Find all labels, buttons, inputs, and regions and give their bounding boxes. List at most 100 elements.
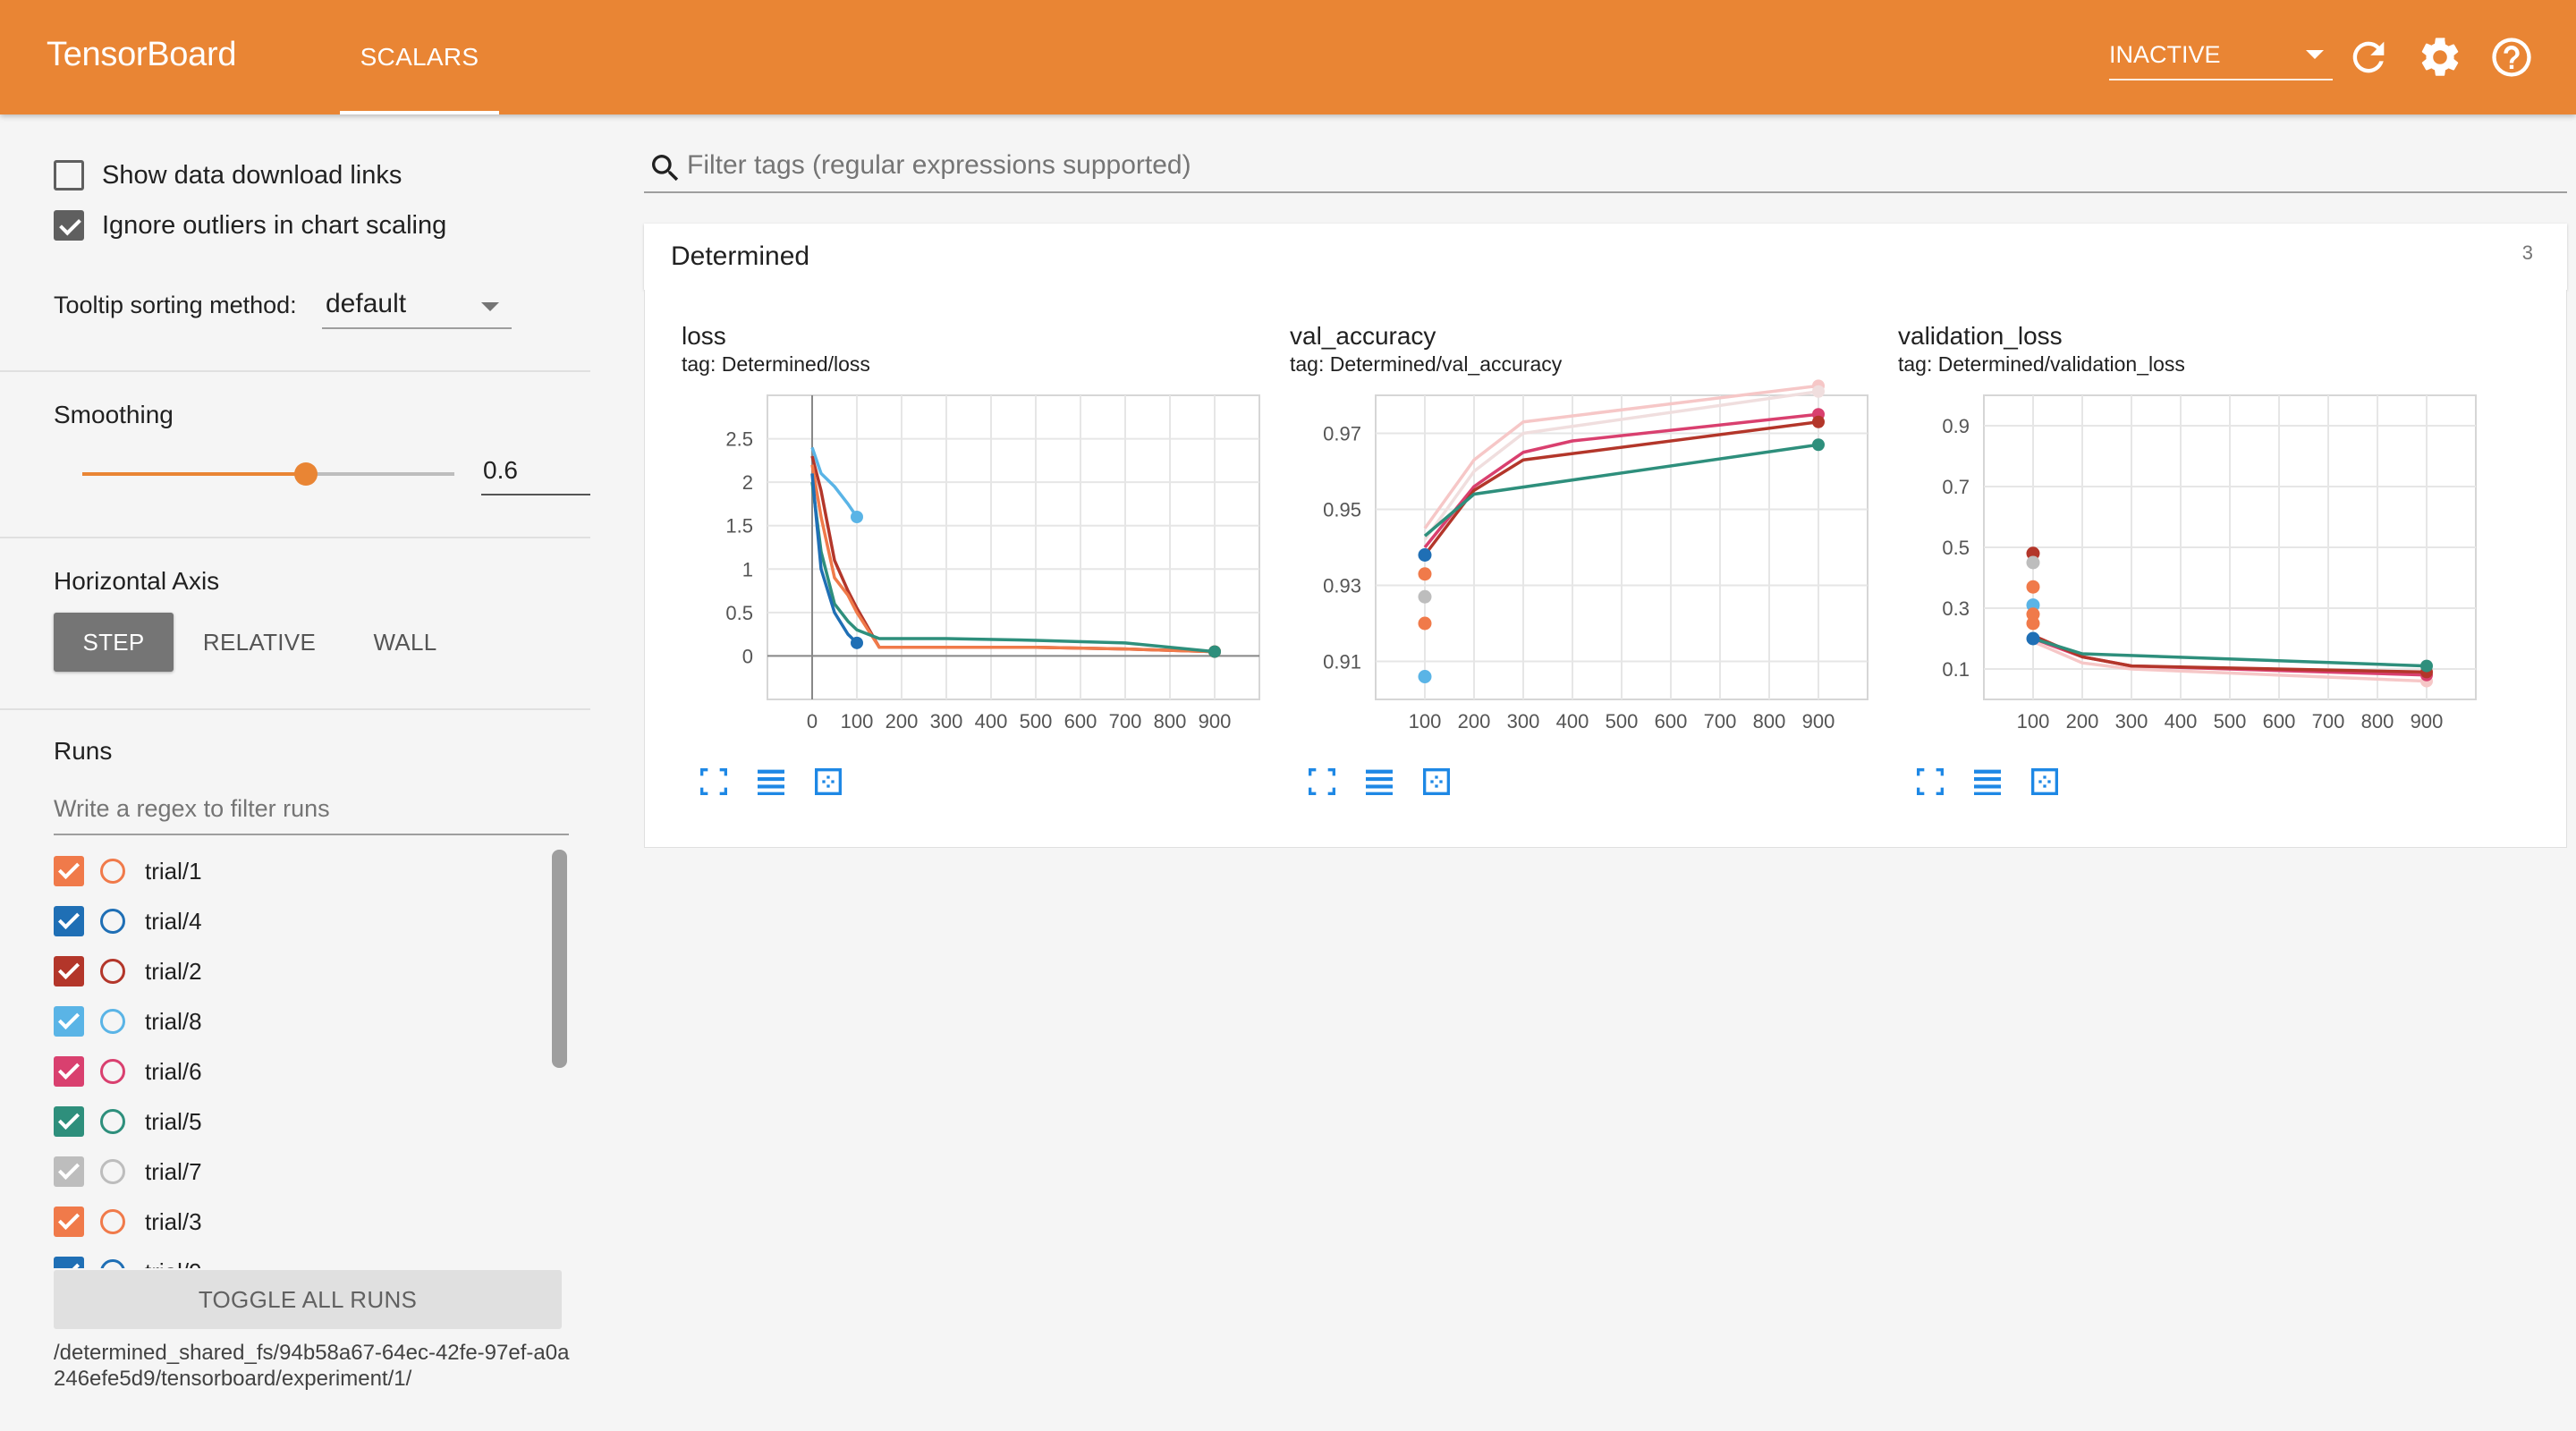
run-checkbox[interactable] bbox=[54, 1207, 84, 1237]
expand-chart-icon[interactable] bbox=[1419, 764, 1454, 800]
run-label: trial/3 bbox=[145, 1207, 202, 1235]
chart-tag: tag: Determined/validation_loss bbox=[1898, 352, 2185, 376]
run-color-radio[interactable] bbox=[100, 1209, 125, 1234]
run-item[interactable]: trial/1 bbox=[54, 846, 202, 896]
loss-chart[interactable]: 0 0.5 1 1.5 2 2.5 0 100 200 300 400 500 600 700 800 900 bbox=[653, 376, 1261, 751]
refresh-icon[interactable] bbox=[2345, 34, 2392, 80]
search-icon bbox=[652, 155, 679, 182]
validation-loss-chart[interactable]: 0.1 0.3 0.5 0.7 0.9 100 200 300 400 500 600 700 800 9… bbox=[1869, 376, 2478, 751]
run-label: trial/6 bbox=[145, 1057, 202, 1085]
expand-chart-icon[interactable] bbox=[810, 764, 846, 800]
runs-filter-input[interactable]: Write a regex to filter runs bbox=[54, 791, 569, 835]
fit-domain-icon[interactable] bbox=[696, 764, 732, 800]
axis-relative-button[interactable]: RELATIVE bbox=[202, 629, 317, 656]
run-checkbox[interactable] bbox=[54, 1257, 84, 1268]
tag-filter[interactable]: Filter tags (regular expressions support… bbox=[644, 145, 2567, 193]
y-tick-label: 2 bbox=[742, 471, 753, 494]
chart-card-validation-loss: validation_loss tag: Determined/validati… bbox=[1869, 322, 2478, 805]
x-tick-label: 0 bbox=[807, 710, 818, 732]
toggle-log-scale-icon-glyph bbox=[1366, 769, 1393, 795]
ignore-outliers-label: Ignore outliers in chart scaling bbox=[102, 210, 447, 240]
run-label: trial/4 bbox=[145, 907, 202, 935]
run-color-radio[interactable] bbox=[100, 909, 125, 934]
run-color-radio[interactable] bbox=[100, 1159, 125, 1184]
x-tick-label: 800 bbox=[1154, 710, 1187, 732]
run-checkbox[interactable] bbox=[54, 1006, 84, 1037]
chevron-down-icon bbox=[2306, 50, 2324, 59]
run-checkbox[interactable] bbox=[54, 906, 84, 936]
help-icon[interactable] bbox=[2488, 34, 2535, 80]
axis-wall-button[interactable]: WALL bbox=[373, 629, 437, 656]
plot-frame bbox=[767, 394, 1260, 700]
run-checkbox[interactable] bbox=[54, 1156, 84, 1187]
run-color-radio[interactable] bbox=[100, 1009, 125, 1034]
tag-group-count: 3 bbox=[2521, 241, 2533, 264]
expand-chart-icon[interactable] bbox=[2027, 764, 2063, 800]
run-item[interactable]: trial/8 bbox=[54, 996, 202, 1046]
run-item[interactable]: trial/5 bbox=[54, 1097, 202, 1147]
inactive-dashboards-select[interactable]: INACTIVE bbox=[2109, 36, 2333, 80]
run-label: trial/7 bbox=[145, 1157, 202, 1185]
y-tick-label: 0.91 bbox=[1323, 651, 1361, 673]
x-tick-label: 800 bbox=[1753, 710, 1786, 732]
series-endpoint bbox=[2420, 659, 2433, 673]
runs-list-scrollbar[interactable] bbox=[552, 850, 567, 1068]
y-tick-label: 1.5 bbox=[725, 515, 753, 538]
run-color-radio[interactable] bbox=[100, 1109, 125, 1134]
run-checkbox[interactable] bbox=[54, 856, 84, 886]
run-item[interactable]: trial/4 bbox=[54, 896, 202, 946]
x-tick-label: 200 bbox=[2066, 710, 2099, 732]
run-item[interactable]: trial/2 bbox=[54, 946, 202, 996]
divider bbox=[0, 370, 590, 372]
smoothing-title: Smoothing bbox=[54, 401, 174, 428]
smoothing-value-input[interactable]: 0.6 bbox=[481, 453, 590, 495]
run-item[interactable]: trial/6 bbox=[54, 1046, 202, 1097]
run-item[interactable]: trial/3 bbox=[54, 1197, 202, 1247]
smoothing-slider[interactable] bbox=[82, 462, 454, 486]
run-item[interactable]: trial/7 bbox=[54, 1147, 202, 1197]
show-download-links-checkbox[interactable]: Show data download links bbox=[54, 157, 402, 193]
tab-scalars[interactable]: SCALARS bbox=[340, 0, 499, 114]
y-tick-label: 1 bbox=[742, 558, 753, 580]
toggle-log-scale-icon[interactable] bbox=[753, 764, 789, 800]
fit-domain-icon[interactable] bbox=[1304, 764, 1340, 800]
x-tick-label: 900 bbox=[1802, 710, 1835, 732]
x-tick-label: 600 bbox=[1655, 710, 1688, 732]
smoothing-slider-thumb[interactable] bbox=[293, 462, 318, 486]
horizontal-axis-title: Horizontal Axis bbox=[54, 567, 220, 595]
toggle-log-scale-icon[interactable] bbox=[1970, 764, 2005, 800]
run-color-radio[interactable] bbox=[100, 1059, 125, 1084]
app-header: TensorBoard SCALARS INACTIVE bbox=[0, 0, 2576, 114]
x-tick-label: 400 bbox=[1556, 710, 1589, 732]
x-tick-label: 900 bbox=[1199, 710, 1232, 732]
run-item[interactable]: trial/9 bbox=[54, 1247, 202, 1268]
x-tick-label: 300 bbox=[1507, 710, 1540, 732]
inactive-select-value: INACTIVE bbox=[2109, 41, 2221, 68]
run-color-radio[interactable] bbox=[100, 859, 125, 884]
run-checkbox[interactable] bbox=[54, 1056, 84, 1087]
series-line bbox=[810, 455, 1216, 654]
toggle-log-scale-icon[interactable] bbox=[1361, 764, 1397, 800]
y-tick-label: 0.5 bbox=[725, 602, 753, 624]
settings-icon[interactable] bbox=[2417, 34, 2463, 80]
axis-step-button[interactable]: STEP bbox=[54, 613, 174, 672]
checkbox-unchecked[interactable] bbox=[54, 160, 84, 191]
run-checkbox[interactable] bbox=[54, 956, 84, 986]
smoothing-slider-fill bbox=[82, 472, 306, 476]
run-checkbox[interactable] bbox=[54, 1106, 84, 1137]
run-color-radio[interactable] bbox=[100, 1259, 125, 1268]
x-tick-label: 800 bbox=[2361, 710, 2394, 732]
run-color-radio[interactable] bbox=[100, 959, 125, 984]
data-point bbox=[1418, 670, 1432, 683]
checkbox-checked[interactable] bbox=[54, 210, 84, 241]
run-label: trial/1 bbox=[145, 857, 202, 885]
val-accuracy-chart[interactable]: 0.91 0.93 0.95 0.97 100 200 300 400 500 600 700 800… bbox=[1261, 376, 1869, 751]
y-tick-label: 0.1 bbox=[1942, 658, 1970, 681]
expand-chart-icon-glyph bbox=[2031, 768, 2058, 795]
tooltip-sorting-value: default bbox=[326, 289, 407, 318]
tooltip-sorting-select[interactable]: default bbox=[322, 286, 512, 329]
tag-group-header[interactable]: Determined 3 bbox=[644, 224, 2567, 290]
ignore-outliers-checkbox[interactable]: Ignore outliers in chart scaling bbox=[54, 207, 446, 243]
fit-domain-icon[interactable] bbox=[1912, 764, 1948, 800]
toggle-all-runs-button[interactable]: TOGGLE ALL RUNS bbox=[54, 1270, 562, 1329]
